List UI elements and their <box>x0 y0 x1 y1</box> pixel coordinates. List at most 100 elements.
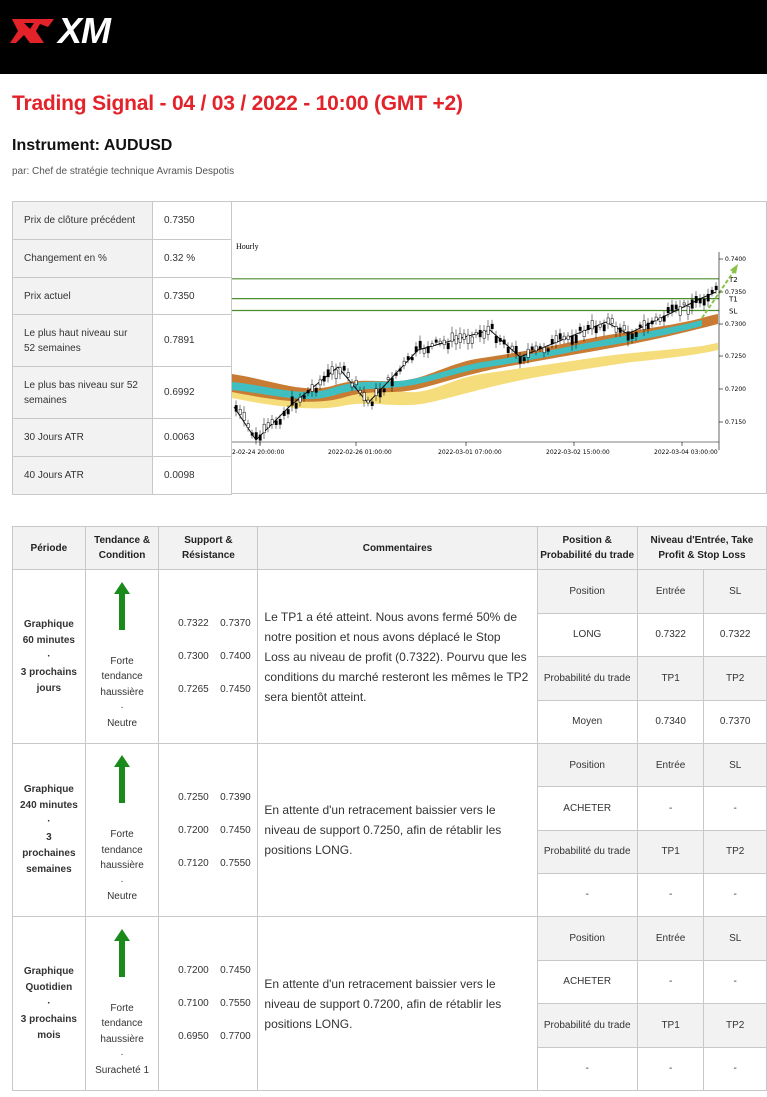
candle-body <box>458 333 462 343</box>
candle-body <box>278 419 282 425</box>
candle-body <box>674 304 678 310</box>
header-sr: Support & Résistance <box>158 526 259 570</box>
period-line: Graphique <box>23 965 74 977</box>
candle-body <box>618 327 622 333</box>
resistance-value: 0.7400 <box>220 651 251 662</box>
sr-cell: 0.7322 0.7370 0.7300 0.7400 0.7265 0.7450 <box>158 569 259 744</box>
candle-body <box>498 338 502 342</box>
y-tick-label: 0.7400 <box>725 256 746 263</box>
candle-body <box>606 317 610 325</box>
candle-body <box>694 296 698 303</box>
resistance-value: 0.7450 <box>220 824 251 836</box>
candle-body <box>354 379 358 385</box>
author-line: par: Chef de stratégie technique Avramis… <box>12 166 235 177</box>
period-line: · <box>47 650 51 662</box>
candle-body <box>390 377 394 387</box>
period-line: 3 prochains <box>20 666 77 678</box>
header-bar: XM <box>0 0 767 74</box>
level-lines: T2 T1 SL <box>232 276 738 315</box>
support-value: 0.7265 <box>178 684 209 695</box>
period-line: Graphique <box>23 618 74 630</box>
candle-body <box>266 422 270 429</box>
level-label-sl: SL <box>729 307 737 315</box>
position-grid-cell: ACHETER <box>536 959 638 1004</box>
stats-row: Le plus bas niveau sur 52 semaines 0.6992 <box>12 366 232 419</box>
signal-row: ACHETER - - <box>13 786 767 831</box>
period-line: 240 minutes <box>19 800 78 811</box>
candle-body <box>530 346 534 351</box>
resistance-value: 0.7450 <box>220 965 251 976</box>
candle-body <box>302 395 306 399</box>
trend-line: haussière <box>100 860 144 872</box>
sr-pair: 0.7100 0.7550 <box>160 987 256 1020</box>
period-line: Quotidien <box>25 981 73 993</box>
candle-body <box>714 285 718 291</box>
signal-row: Probabilité du trade TP1 TP2 <box>13 656 767 701</box>
signal-row: Graphique Quotidien · 3 prochains mois Forte t… <box>12 916 767 1091</box>
candle-body <box>510 345 514 350</box>
sr-pair: 0.6950 0.7700 <box>160 1020 256 1053</box>
comment-cell: Le TP1 a été atteint. Nous avons fermé 5… <box>257 569 538 744</box>
position-grid-cell: Probabilité du trade <box>536 1003 638 1048</box>
level-label-t1: T1 <box>728 296 738 304</box>
header-position: Position & Probabilité du trade <box>536 526 638 570</box>
candle-body <box>698 298 702 304</box>
trend-line: Forte <box>110 1002 134 1014</box>
sr-pair: 0.7120 0.7550 <box>160 847 256 880</box>
signal-row: Graphique 240 minutes · 3 prochaines semaines… <box>12 742 767 917</box>
candle-body <box>418 340 422 349</box>
candle-body <box>262 423 266 434</box>
resistance-value: 0.7370 <box>220 618 251 629</box>
position-grid-cell: Probabilité du trade <box>536 656 638 701</box>
candle-body <box>666 307 670 313</box>
price-chart: Hourly T2 T1 SL 0.7400 0.7350 0.7300 0.7250 0.… <box>231 201 767 494</box>
sr-pair: 0.7300 0.7400 <box>160 640 256 673</box>
candle-body <box>430 343 434 347</box>
position-grid-cell: - <box>636 959 705 1004</box>
trend-line: Forte <box>110 655 134 667</box>
candle-body <box>646 322 650 330</box>
period-cell: Graphique 240 minutes · 3 prochaines semaines <box>12 743 86 917</box>
level-label-t2: T2 <box>728 276 738 284</box>
signal-row: Probabilité du trade TP1 TP2 <box>13 1003 767 1048</box>
candle-body <box>306 390 310 394</box>
candle-body <box>610 318 614 324</box>
signals-table: Période Tendance & Condition Support & R… <box>12 526 767 1091</box>
candle-body <box>370 401 374 406</box>
stats-row: 40 Jours ATR 0.0098 <box>12 456 232 495</box>
candle-body <box>350 382 354 388</box>
candle-body <box>338 367 342 375</box>
candle-body <box>402 360 406 366</box>
candle-body <box>682 302 686 306</box>
period-cell: Graphique Quotidien · 3 prochains mois <box>12 916 86 1091</box>
xm-logo[interactable]: XM <box>10 10 111 51</box>
candle-body <box>394 372 398 376</box>
period-line: semaines <box>26 864 72 875</box>
position-grid-cell: 0.7370 <box>703 699 767 744</box>
candle-body <box>554 335 558 343</box>
stat-value: 0.32 % <box>152 239 232 278</box>
signal-row: Graphique 60 minutes · 3 prochains jours Fort… <box>12 569 767 744</box>
support-value: 0.7300 <box>178 651 209 662</box>
position-grid-cell: - <box>703 1046 767 1091</box>
chart-timeframe-label: Hourly <box>236 242 259 251</box>
period-line: 3 prochains <box>20 1013 77 1025</box>
trend-cell: Forte tendance haussière · Neutre <box>84 569 160 744</box>
period-line: prochaines <box>22 848 76 859</box>
position-grid-cell: Moyen <box>536 699 638 744</box>
stats-row: Le plus haut niveau sur 52 semaines 0.789… <box>12 314 232 367</box>
candle-body <box>410 357 414 361</box>
resistance-value: 0.7550 <box>220 998 251 1009</box>
candle-body <box>578 326 582 331</box>
candle-body <box>242 411 246 421</box>
signal-row: --- <box>13 1046 767 1091</box>
candles <box>234 282 718 446</box>
candle-body <box>346 372 350 378</box>
candle-body <box>382 388 386 393</box>
candle-body <box>254 432 258 440</box>
trend-line: Surachеté 1 <box>95 1064 150 1076</box>
candle-body <box>502 339 506 345</box>
support-value: 0.7200 <box>178 965 209 976</box>
x-tick-label: 2022-02-26 01:00:00 <box>328 449 392 456</box>
